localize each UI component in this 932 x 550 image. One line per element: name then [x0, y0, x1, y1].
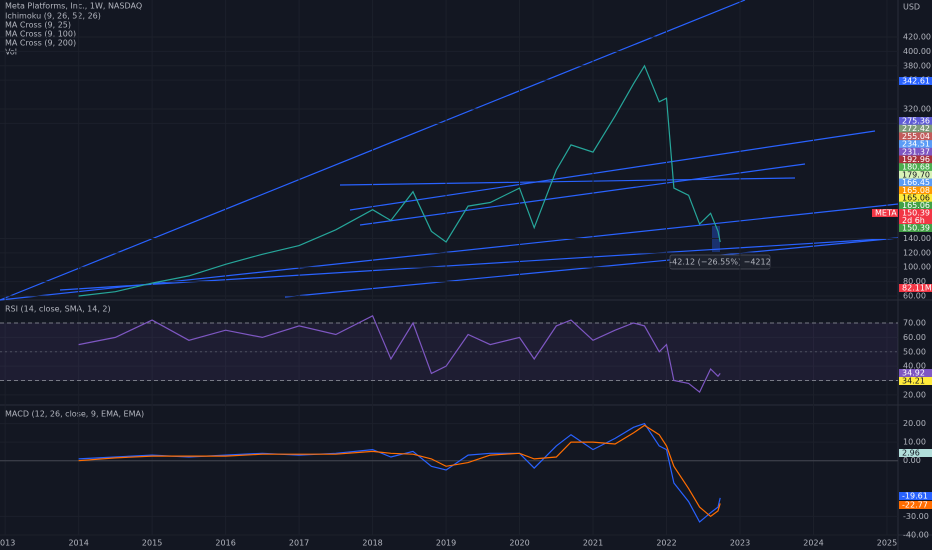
y-tick-label: -30.00	[903, 512, 929, 521]
price-tag	[899, 449, 932, 457]
price-tag	[899, 186, 932, 195]
y-tick-label: 20.00	[903, 390, 926, 399]
symbol-title: Meta Platforms, Inc., 1W, NASDAQ	[5, 2, 142, 11]
x-tick-label: 2019	[436, 539, 456, 548]
price-tag	[899, 492, 932, 500]
rsi-band	[0, 323, 898, 381]
price-tag-label: 34.92	[902, 369, 925, 378]
y-tick-label: 0.00	[903, 456, 921, 465]
price-tag	[899, 178, 932, 187]
price-tag	[899, 209, 932, 217]
rsi-line	[78, 314, 721, 394]
price-tag-label: 180.68	[902, 163, 930, 172]
x-tick-label: 2020	[509, 539, 529, 548]
y-tick-label: 80.00	[903, 277, 926, 286]
x-tick-label: 2023	[730, 539, 750, 548]
y-tick-label: 20.00	[903, 419, 926, 428]
ticker-label: META	[875, 209, 897, 218]
price-tag	[899, 216, 932, 225]
y-tick-label: 60.00	[903, 333, 926, 342]
price-tag	[899, 501, 932, 509]
price-tag	[899, 284, 932, 292]
ticker-tag	[872, 209, 898, 217]
x-tick-label: 2024	[803, 539, 823, 548]
price-tag	[899, 163, 932, 172]
y-tick-label: 50.00	[903, 347, 926, 356]
measure-range	[712, 226, 720, 252]
y-tick-label: -40.00	[903, 531, 929, 540]
price-tag-label: 34.21	[902, 377, 925, 386]
price-tag	[899, 224, 932, 232]
indicator-label: Ichimoku (9, 26, 52, 26)	[5, 12, 101, 21]
y-tick-label: 140.00	[903, 234, 931, 243]
indicator-label: MA Cross (9, 100)	[5, 30, 76, 39]
y-tick-label: 420.00	[903, 33, 931, 42]
signal-line	[78, 424, 721, 518]
price-tag	[899, 140, 932, 149]
y-tick-label: 120.00	[903, 248, 931, 257]
price-tag-label: 179.70	[902, 170, 930, 179]
price-tag-label: 342.61	[902, 77, 930, 86]
price-tag	[899, 369, 932, 377]
x-tick-label: 2018	[362, 539, 382, 548]
x-tick-label: 2017	[289, 539, 309, 548]
y-tick-label: 10.00	[903, 438, 926, 447]
trend-line	[349, 130, 876, 211]
measure-box	[669, 254, 771, 270]
macd-title: MACD (12, 26, close, 9, EMA, EMA)	[5, 410, 144, 419]
price-line	[78, 64, 721, 297]
price-tag-label: 231.37	[902, 147, 930, 156]
price-tag-label: 192.96	[902, 155, 930, 164]
price-tag-label: 255.04	[902, 132, 930, 141]
rsi-title: RSI (14, close, SMA, 14, 2)	[5, 305, 111, 314]
trend-line	[339, 177, 796, 186]
price-tag	[899, 147, 932, 156]
x-tick-label: 2021	[583, 539, 603, 548]
y-tick-label: 70.00	[903, 319, 926, 328]
y-tick-label: 100.00	[903, 263, 931, 272]
indicator-label: MA Cross (9, 200)	[5, 39, 76, 48]
price-tag-label: 2d 6h	[902, 216, 925, 225]
price-tag	[899, 117, 932, 125]
price-tag-label: 165.06	[902, 194, 930, 203]
price-tag-label: 275.36	[902, 117, 930, 126]
trend-line	[359, 163, 806, 226]
x-tick-label: 2025	[877, 539, 897, 548]
indicator-label: Vol	[5, 48, 17, 57]
x-tick-label: 2013	[0, 539, 15, 548]
price-tag	[899, 77, 932, 85]
price-tag	[899, 155, 932, 164]
price-tag-label: -19.61	[902, 492, 928, 501]
y-tick-label: 60.00	[903, 292, 926, 301]
x-tick-label: 2016	[215, 539, 235, 548]
price-tag-label: 2.96	[902, 449, 920, 458]
x-tick-label: 2014	[68, 539, 88, 548]
price-tag-label: -22.77	[902, 501, 928, 510]
y-tick-label: 380.00	[903, 61, 931, 70]
price-tag-label: 234.51	[902, 140, 930, 149]
y-tick-label: 40.00	[903, 362, 926, 371]
price-tag-label: 165.06	[902, 201, 930, 210]
y-tick-label: 320.00	[903, 104, 931, 113]
price-tag	[899, 124, 932, 133]
price-tag-label: 272.42	[902, 124, 930, 133]
x-tick-label: 2022	[656, 539, 676, 548]
price-tag	[899, 194, 932, 202]
currency: USD	[903, 3, 920, 12]
price-tag-label: 82.11M	[902, 284, 932, 293]
price-tag	[899, 132, 932, 141]
price-tag-label: 165.08	[902, 186, 930, 195]
price-tag-label: 166.45	[902, 178, 930, 187]
x-tick-label: 2015	[142, 539, 162, 548]
indicator-label: MA Cross (9, 25)	[5, 21, 71, 30]
price-tag	[899, 201, 932, 210]
price-tag	[899, 170, 932, 179]
price-tag-label: 150.39	[902, 209, 930, 218]
price-tag-label: 150.39	[902, 224, 930, 233]
y-tick-label: 400.00	[903, 47, 931, 56]
price-tag	[899, 377, 932, 385]
measure-label: -42.12 (−26.55%) −4212	[669, 258, 770, 267]
